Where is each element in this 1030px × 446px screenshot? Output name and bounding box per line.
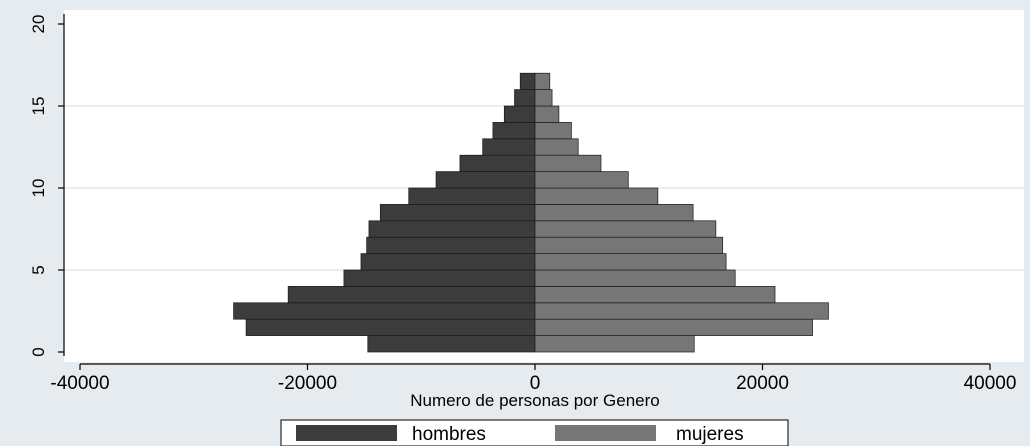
bar-hombres-8 <box>368 220 536 238</box>
y-tick-label-1: 5 <box>29 265 48 274</box>
x-axis-title: Numero de personas por Genero <box>410 391 659 410</box>
bar-hombres-17 <box>519 72 536 90</box>
x-tick-label-3: 20000 <box>736 373 789 394</box>
bar-hombres-2 <box>245 318 536 336</box>
bars <box>233 72 829 353</box>
bar-hombres-4 <box>287 286 536 304</box>
bar-mujeres-15 <box>534 105 560 123</box>
x-tick-label-2: 0 <box>530 373 541 394</box>
bar-hombres-1 <box>367 335 536 353</box>
bar-mujeres-3 <box>534 302 829 320</box>
legend-swatch-mujeres <box>555 425 656 441</box>
x-tick-label-1: -20000 <box>278 373 337 394</box>
bar-hombres-7 <box>366 236 536 254</box>
bar-hombres-14 <box>492 122 536 140</box>
bar-mujeres-11 <box>534 171 629 189</box>
bar-hombres-15 <box>503 105 536 123</box>
y-tick-label-4: 20 <box>29 15 48 34</box>
bar-mujeres-12 <box>534 154 602 172</box>
x-tick-label-0: -40000 <box>50 373 109 394</box>
y-tick-label-2: 10 <box>29 179 48 198</box>
bar-mujeres-16 <box>534 89 553 107</box>
bar-mujeres-14 <box>534 122 572 140</box>
bar-mujeres-5 <box>534 269 736 287</box>
bar-hombres-6 <box>360 253 536 271</box>
bar-mujeres-6 <box>534 253 727 271</box>
bar-hombres-16 <box>514 89 536 107</box>
bar-hombres-3 <box>233 302 536 320</box>
bar-mujeres-17 <box>534 72 551 90</box>
bar-mujeres-13 <box>534 138 579 156</box>
y-tick-label-0: 0 <box>29 347 48 356</box>
legend: hombres mujeres <box>280 419 789 446</box>
bar-hombres-9 <box>379 204 536 222</box>
legend-swatch-hombres <box>296 425 397 441</box>
bar-hombres-13 <box>482 138 536 156</box>
y-tick-label-3: 15 <box>29 97 48 116</box>
legend-label-mujeres: mujeres <box>676 424 744 445</box>
tick-marks: -40000 -20000 0 20000 40000 0 5 10 15 20 <box>29 15 1016 394</box>
bar-mujeres-10 <box>534 187 659 205</box>
x-tick-label-4: 40000 <box>964 373 1017 394</box>
bar-hombres-12 <box>459 154 536 172</box>
bar-mujeres-8 <box>534 220 717 238</box>
bar-mujeres-7 <box>534 236 724 254</box>
bar-mujeres-2 <box>534 318 813 336</box>
bar-mujeres-4 <box>534 286 776 304</box>
bar-hombres-10 <box>408 187 536 205</box>
bar-hombres-5 <box>343 269 536 287</box>
bar-mujeres-1 <box>534 335 695 353</box>
bar-mujeres-9 <box>534 204 694 222</box>
bar-hombres-11 <box>435 171 536 189</box>
legend-label-hombres: hombres <box>412 424 486 445</box>
